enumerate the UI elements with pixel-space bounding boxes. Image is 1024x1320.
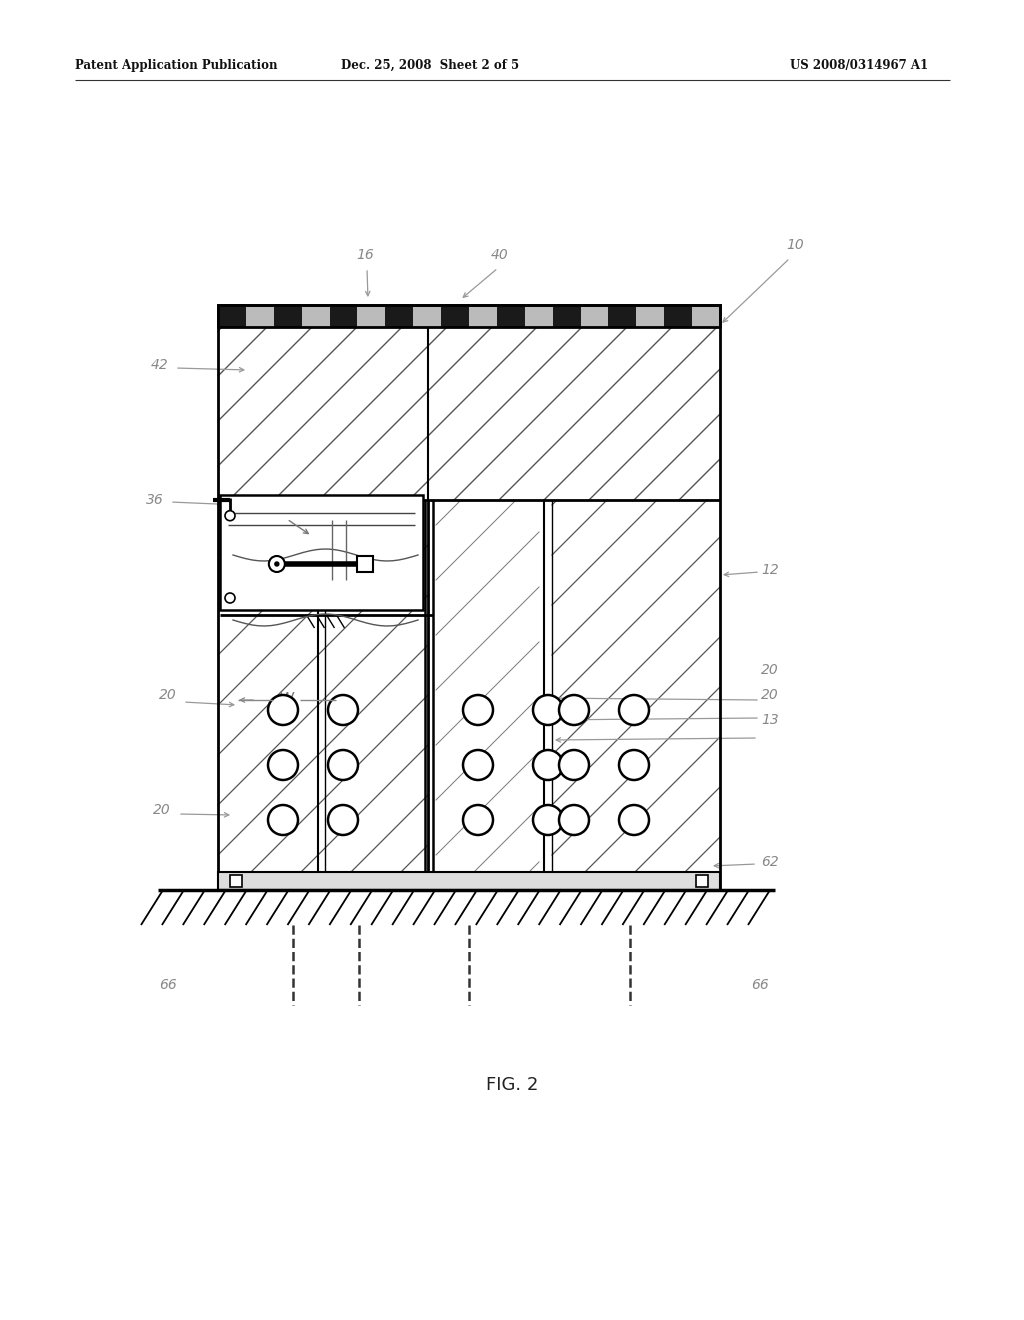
Text: 13: 13 (761, 713, 779, 727)
Bar (230, 875, 242, 887)
Text: 16: 16 (356, 248, 374, 261)
Text: 66: 66 (752, 978, 769, 993)
Circle shape (559, 750, 589, 780)
Text: 20: 20 (761, 663, 779, 677)
Circle shape (618, 750, 649, 780)
Text: Dec. 25, 2008  Sheet 2 of 5: Dec. 25, 2008 Sheet 2 of 5 (341, 58, 519, 71)
Text: 40: 40 (492, 248, 509, 261)
Circle shape (268, 750, 298, 780)
Bar (581, 305, 608, 327)
Bar (330, 305, 357, 327)
Bar (608, 305, 636, 327)
Bar (497, 305, 524, 327)
Bar (636, 305, 665, 327)
Text: 42: 42 (152, 358, 169, 372)
Text: 10: 10 (786, 238, 804, 252)
Text: 20: 20 (154, 803, 171, 817)
Bar (218, 305, 246, 327)
Circle shape (534, 805, 563, 836)
Circle shape (559, 696, 589, 725)
Bar (469, 305, 497, 327)
Circle shape (225, 593, 234, 603)
Text: 36: 36 (146, 492, 164, 507)
Bar (246, 305, 273, 327)
Circle shape (559, 805, 589, 836)
Bar (220, 495, 423, 610)
Bar (441, 305, 469, 327)
Circle shape (268, 805, 298, 836)
Circle shape (534, 750, 563, 780)
Bar (665, 305, 692, 327)
Bar (356, 556, 373, 572)
Bar (357, 305, 385, 327)
Text: 12: 12 (761, 564, 779, 577)
Bar (692, 305, 720, 327)
Text: 66: 66 (159, 978, 177, 993)
Text: US 2008/0314967 A1: US 2008/0314967 A1 (790, 58, 928, 71)
Bar (218, 305, 720, 327)
Bar (218, 305, 720, 890)
Circle shape (274, 562, 279, 566)
Circle shape (463, 805, 493, 836)
Circle shape (268, 696, 298, 725)
Circle shape (225, 511, 234, 520)
Circle shape (534, 696, 563, 725)
Circle shape (618, 696, 649, 725)
Text: FIG. 2: FIG. 2 (485, 1076, 539, 1094)
Circle shape (328, 696, 358, 725)
Circle shape (328, 750, 358, 780)
Bar (414, 305, 441, 327)
Bar (273, 305, 302, 327)
Bar (385, 305, 414, 327)
Text: Patent Application Publication: Patent Application Publication (75, 58, 278, 71)
Circle shape (269, 556, 285, 572)
Circle shape (463, 750, 493, 780)
Bar (696, 875, 708, 887)
Circle shape (618, 805, 649, 836)
Bar (553, 305, 581, 327)
Circle shape (328, 805, 358, 836)
Bar (302, 305, 330, 327)
Circle shape (463, 696, 493, 725)
Text: 20: 20 (159, 688, 177, 702)
Text: 20: 20 (761, 688, 779, 702)
Bar (218, 873, 720, 890)
Bar (524, 305, 553, 327)
Text: W: W (279, 693, 294, 708)
Text: 62: 62 (761, 855, 779, 869)
